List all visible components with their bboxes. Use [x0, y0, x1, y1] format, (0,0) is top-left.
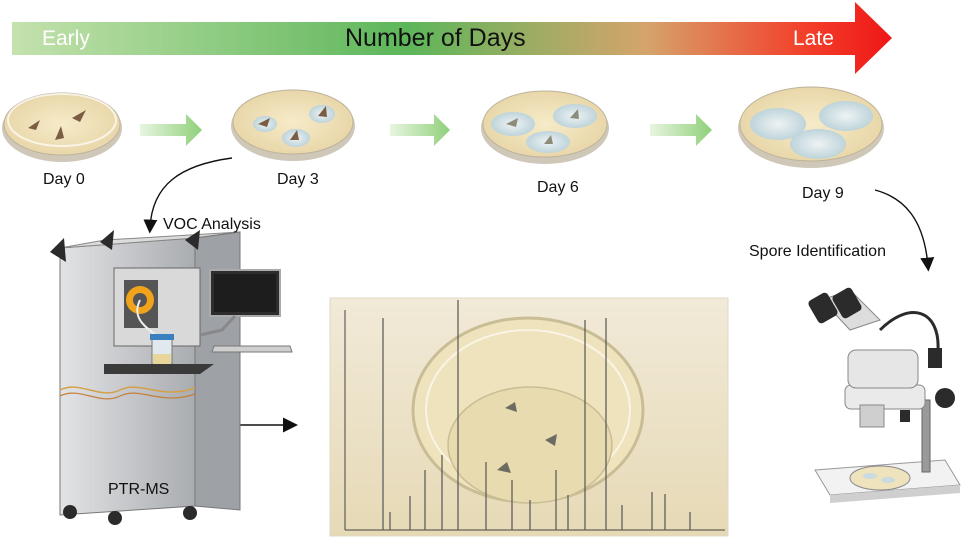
flow-arrow-3	[650, 114, 712, 146]
petri-dish-day-9	[738, 87, 884, 168]
petri-dish-day-3	[231, 90, 355, 161]
stage-label-day-3: Day 3	[277, 171, 319, 189]
voc-analysis-label: VOC Analysis	[163, 216, 261, 234]
timeline-title: Number of Days	[345, 24, 526, 53]
flow-arrow-2	[390, 114, 450, 146]
stage-label-day-9: Day 9	[802, 185, 844, 203]
mass-spectrum-panel	[330, 298, 728, 536]
spore-identification-label: Spore Identification	[749, 243, 886, 261]
timeline-start-label: Early	[42, 27, 90, 51]
timeline-end-label: Late	[793, 27, 834, 51]
stage-label-day-0: Day 0	[43, 171, 85, 189]
ptr-ms-instrument	[50, 230, 292, 525]
petri-dish-day-0	[2, 93, 122, 162]
stereo-microscope	[807, 286, 960, 503]
stage-label-day-6: Day 6	[537, 179, 579, 197]
instrument-label: PTR-MS	[108, 481, 169, 498]
flow-arrow-1	[140, 114, 202, 146]
workflow-diagram: PTR-MS	[0, 80, 968, 537]
petri-dish-day-6	[481, 91, 609, 164]
